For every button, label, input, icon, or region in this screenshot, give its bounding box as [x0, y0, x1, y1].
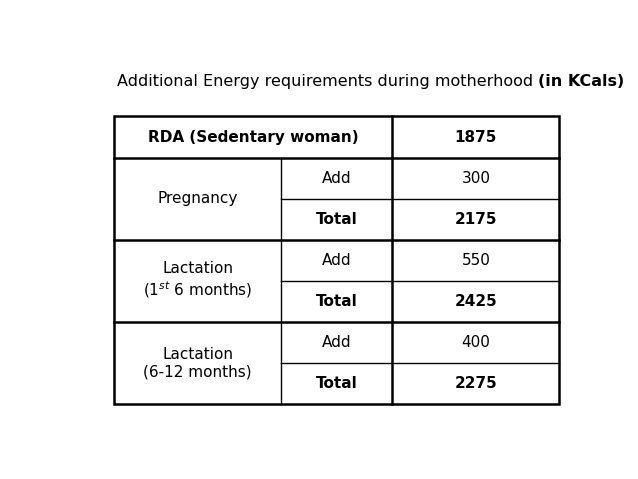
Text: Lactation
(6-12 months): Lactation (6-12 months) — [144, 347, 252, 379]
Text: Total: Total — [316, 376, 358, 391]
Text: 400: 400 — [461, 335, 491, 350]
Bar — [114, 116, 560, 404]
Text: 2425: 2425 — [454, 294, 497, 309]
Text: Additional Energy requirements during motherhood: Additional Energy requirements during mo… — [117, 74, 538, 89]
Text: 2175: 2175 — [455, 212, 497, 227]
Text: RDA (Sedentary woman): RDA (Sedentary woman) — [148, 129, 359, 145]
Text: Add: Add — [322, 335, 352, 350]
Text: (in KCals): (in KCals) — [538, 74, 625, 89]
Text: 300: 300 — [461, 171, 491, 186]
Text: Pregnancy: Pregnancy — [158, 191, 238, 206]
Text: Lactation
(1$^{st}$ 6 months): Lactation (1$^{st}$ 6 months) — [143, 262, 253, 300]
Text: Total: Total — [316, 212, 358, 227]
Text: 550: 550 — [461, 253, 491, 268]
Text: Add: Add — [322, 253, 352, 268]
Text: 1875: 1875 — [455, 129, 497, 145]
Text: Add: Add — [322, 171, 352, 186]
Text: 2275: 2275 — [454, 376, 497, 391]
Text: Total: Total — [316, 294, 358, 309]
